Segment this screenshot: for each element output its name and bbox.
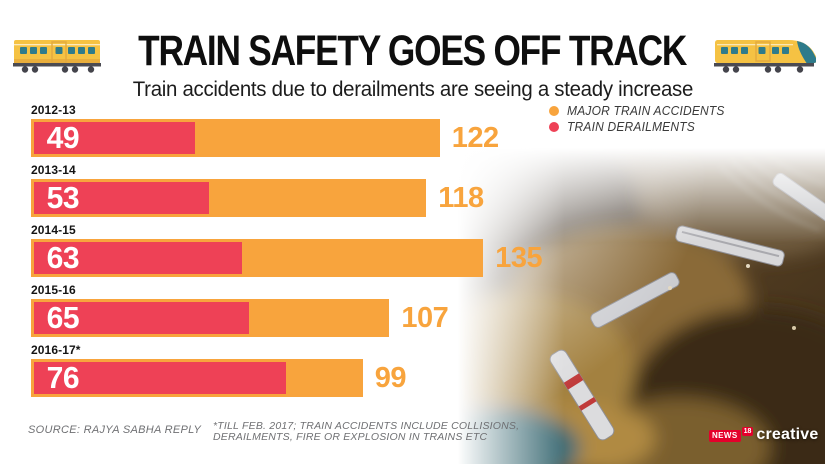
derailments-bar: 49 [34, 120, 196, 155]
bullet-train-icon [712, 33, 818, 80]
derailments-value: 53 [46, 180, 80, 215]
chart-legend: MAJOR TRAIN ACCIDENTS TRAIN DERAILMENTS [549, 103, 731, 135]
accidents-value: 107 [401, 302, 449, 334]
derailments-bar: 76 [34, 362, 286, 394]
news18-creative-logo: NEWS 18 creative [709, 426, 819, 443]
legend-dot-icon [549, 106, 559, 116]
derailments-bar: 65 [34, 302, 249, 334]
footnote-line-1: *TILL FEB. 2017; TRAIN ACCIDENTS INCLUDE… [213, 420, 520, 432]
accidents-value: 122 [451, 122, 499, 154]
chart-row-2013-14: 2013-14 53 118 [31, 163, 542, 217]
legend-item-1: TRAIN DERAILMENTS [549, 119, 731, 135]
derailments-value: 63 [46, 240, 80, 275]
legend-label: MAJOR TRAIN ACCIDENTS [567, 104, 725, 118]
derailments-value: 65 [46, 300, 80, 335]
accidents-bar: 65 [31, 299, 390, 337]
header: TRAIN SAFETY GOES OFF TRACK Train accide… [0, 0, 825, 102]
chart-row-2012-13: 2012-13 49 122 [31, 103, 542, 157]
derailments-value: 49 [46, 120, 80, 155]
year-label: 2015-16 [31, 283, 76, 297]
chart-row-2014-15: 2014-15 63 135 [31, 223, 543, 277]
legend-item-0: MAJOR TRAIN ACCIDENTS [549, 103, 731, 119]
footnote-line-2: DERAILMENTS, FIRE OR EXPLOSION IN TRAINS… [213, 430, 488, 443]
footnote: *TILL FEB. 2017; TRAIN ACCIDENTS INCLUDE… [213, 421, 519, 442]
chart-row-2016-17: 2016-17* 76 99 [31, 343, 542, 397]
year-label: 2012-13 [31, 103, 76, 117]
accidents-bar: 49 [31, 119, 440, 157]
accidents-bar: 63 [31, 239, 484, 277]
news18-logo-text: NEWS [709, 430, 741, 442]
news18-logo-number: 18 [741, 427, 754, 436]
chart-row-2015-16: 2015-16 65 107 [31, 283, 542, 337]
derailment-photo [430, 148, 825, 464]
source-note: SOURCE: RAJYA SABHA REPLY [28, 424, 202, 436]
accidents-value: 135 [495, 242, 543, 274]
bar-chart: 2012-13 49 122 2013-14 53 118 2014-15 63 135 2015… [31, 103, 543, 403]
derailments-bar: 53 [34, 182, 209, 214]
page-title: TRAIN SAFETY GOES OFF TRACK [138, 27, 688, 75]
accidents-value: 118 [438, 182, 484, 214]
legend-dot-icon [549, 122, 559, 132]
accidents-bar: 76 [31, 359, 363, 397]
year-label: 2013-14 [31, 163, 76, 177]
accidents-value: 99 [374, 362, 407, 394]
legend-label: TRAIN DERAILMENTS [567, 120, 695, 134]
train-car-icon [13, 33, 105, 80]
derailments-value: 76 [46, 360, 80, 395]
accidents-bar: 53 [31, 179, 427, 217]
year-label: 2016-17* [31, 343, 81, 357]
photo-fade-overlay [430, 148, 825, 464]
derailments-bar: 63 [34, 240, 243, 275]
page-subtitle: Train accidents due to derailments are s… [132, 77, 693, 101]
year-label: 2014-15 [31, 223, 76, 237]
creative-logo-text: creative [756, 426, 819, 443]
